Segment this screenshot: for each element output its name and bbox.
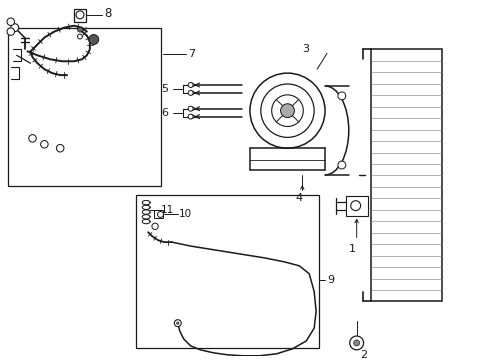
Circle shape: [350, 201, 360, 211]
Bar: [74, 9, 86, 22]
Bar: [8, 28, 161, 186]
Circle shape: [188, 106, 193, 111]
Text: 6: 6: [161, 108, 168, 118]
Circle shape: [29, 135, 36, 142]
Text: 2: 2: [360, 350, 367, 360]
Circle shape: [353, 340, 359, 346]
Circle shape: [188, 82, 193, 87]
Circle shape: [188, 114, 193, 119]
Bar: [345, 196, 367, 216]
Text: 8: 8: [104, 7, 112, 20]
Circle shape: [77, 34, 82, 39]
Circle shape: [11, 24, 19, 32]
Circle shape: [337, 92, 345, 100]
Text: 5: 5: [161, 84, 168, 94]
Circle shape: [249, 73, 325, 148]
Text: 11: 11: [161, 206, 174, 216]
Circle shape: [77, 27, 82, 32]
Circle shape: [89, 35, 99, 45]
Circle shape: [280, 104, 294, 118]
Text: 3: 3: [302, 44, 309, 54]
Circle shape: [260, 84, 313, 138]
Circle shape: [56, 144, 64, 152]
Circle shape: [337, 161, 345, 169]
Circle shape: [152, 223, 158, 229]
Bar: [136, 195, 319, 348]
Text: 4: 4: [295, 193, 302, 203]
Circle shape: [188, 90, 193, 95]
Bar: [154, 211, 163, 219]
Text: 10: 10: [179, 210, 191, 220]
Circle shape: [349, 336, 363, 350]
Bar: [370, 49, 441, 301]
Circle shape: [176, 322, 179, 324]
Text: 9: 9: [326, 275, 333, 285]
Circle shape: [41, 140, 48, 148]
Circle shape: [157, 211, 163, 217]
Circle shape: [7, 18, 15, 26]
Circle shape: [7, 28, 15, 35]
Circle shape: [174, 320, 181, 327]
Text: 1: 1: [348, 244, 355, 254]
Text: 7: 7: [187, 49, 194, 59]
Circle shape: [271, 95, 303, 126]
Circle shape: [76, 11, 84, 19]
